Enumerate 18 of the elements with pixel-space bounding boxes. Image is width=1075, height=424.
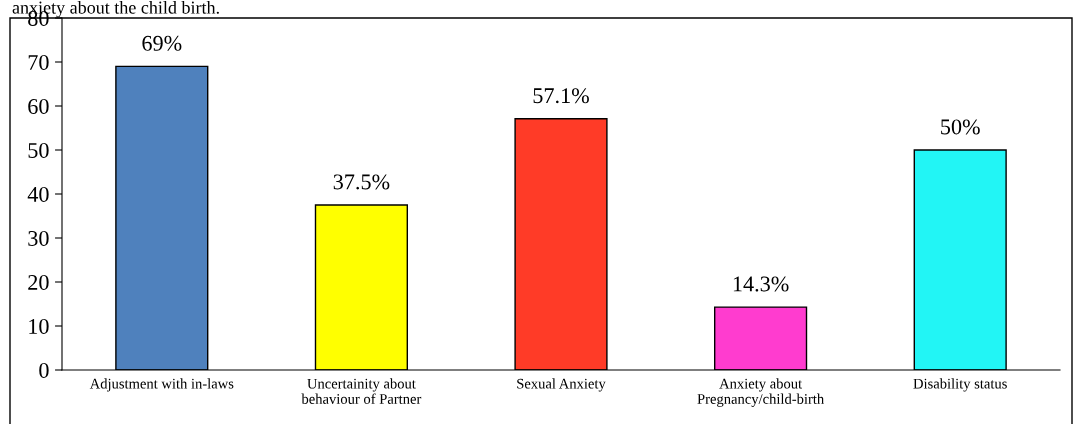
y-tick-label: 30 <box>28 230 49 246</box>
x-tick-label: Adjustment with in-laws <box>89 378 234 392</box>
y-tick-label: 0 <box>39 362 49 378</box>
x-tick-label: Disability status <box>913 378 1007 392</box>
data-label: 37.5% <box>333 174 390 190</box>
x-tick-label: Uncertainity about behaviour of Partner <box>301 378 422 404</box>
y-tick-label: 10 <box>29 318 49 334</box>
data-label: 14.3% <box>733 276 789 292</box>
y-tick-label: 40 <box>27 186 49 202</box>
y-tick-label: 50 <box>28 142 49 158</box>
data-label: 69% <box>142 35 182 51</box>
y-tick-label: 70 <box>28 54 49 70</box>
x-tick-label: Sexual Anxiety <box>517 378 606 392</box>
x-tick-label: Anxiety about Pregnancy/child-birth <box>697 378 824 407</box>
y-tick-label: 20 <box>28 274 49 290</box>
y-tick-label: 60 <box>28 98 49 114</box>
data-label: 50% <box>941 119 980 135</box>
data-label: 57.1% <box>533 88 589 104</box>
